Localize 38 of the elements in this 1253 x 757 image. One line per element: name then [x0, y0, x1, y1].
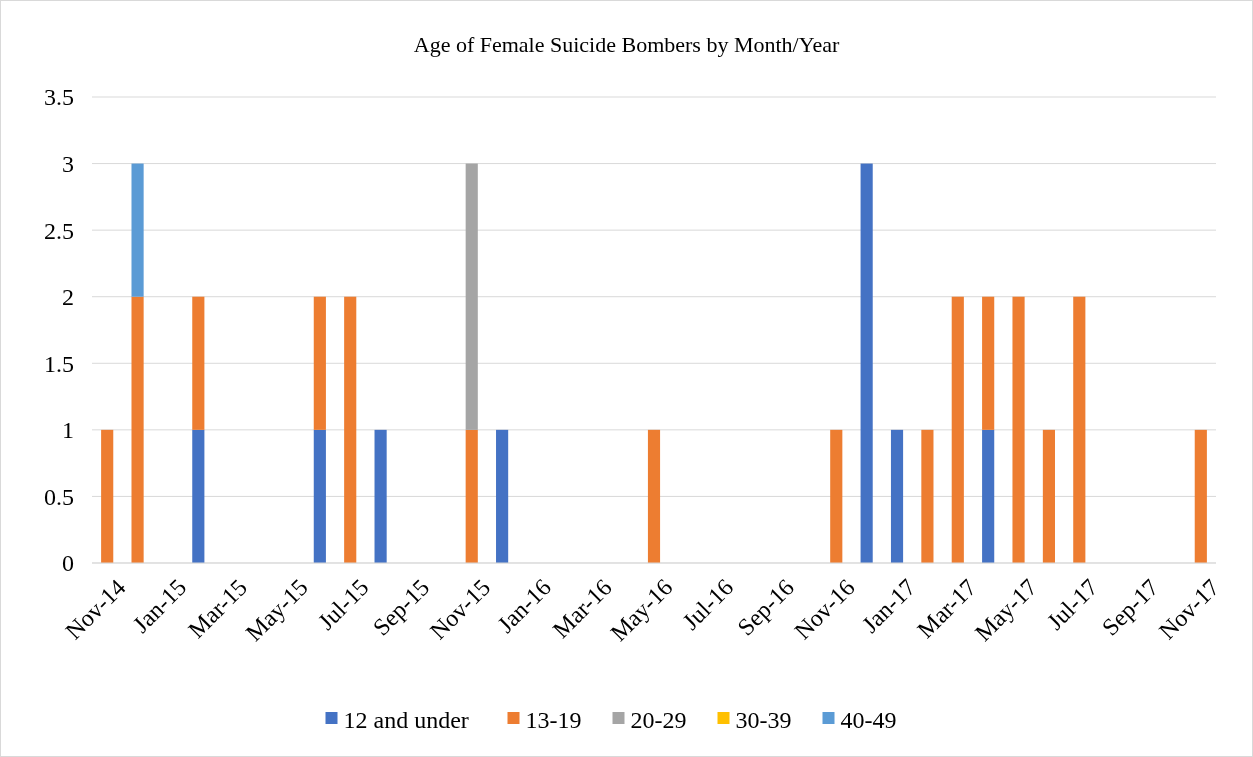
chart-title: Age of Female Suicide Bombers by Month/Year: [413, 32, 840, 57]
bar: [374, 429, 387, 563]
bar: [313, 429, 326, 563]
bar: [951, 296, 964, 563]
bar: [1012, 296, 1025, 563]
bar: [496, 429, 509, 563]
bar: [192, 429, 205, 563]
y-tick-label: 2.5: [44, 217, 74, 244]
y-tick-label: 3: [62, 150, 74, 177]
bar: [101, 429, 114, 563]
bar: [1073, 296, 1086, 563]
bar: [1194, 429, 1207, 563]
bar: [647, 429, 661, 563]
bar: [465, 429, 478, 563]
y-tick-label: 2: [62, 284, 74, 311]
bar: [890, 429, 904, 563]
y-tick-label: 0.5: [44, 483, 74, 510]
legend-label: 20-29: [630, 707, 687, 734]
legend-label: 40-49: [840, 707, 897, 734]
legend-label: 12 and under: [343, 707, 469, 734]
bar: [313, 296, 326, 430]
legend-label: 30-39: [735, 707, 792, 734]
bar: [344, 296, 357, 563]
bar: [982, 296, 995, 430]
legend-label: 13-19: [525, 707, 582, 734]
y-tick-label: 0: [62, 550, 74, 577]
bar: [830, 429, 843, 563]
bar: [1042, 429, 1055, 563]
bar: [192, 296, 205, 430]
bar: [131, 163, 144, 297]
bar: [131, 296, 144, 563]
bar: [982, 429, 995, 563]
bar: [860, 163, 873, 563]
y-tick-label: 1.5: [44, 350, 74, 377]
bar: [465, 163, 478, 430]
bar: [921, 429, 934, 563]
y-tick-label: 1: [62, 417, 74, 444]
y-tick-label: 3.5: [44, 84, 74, 111]
